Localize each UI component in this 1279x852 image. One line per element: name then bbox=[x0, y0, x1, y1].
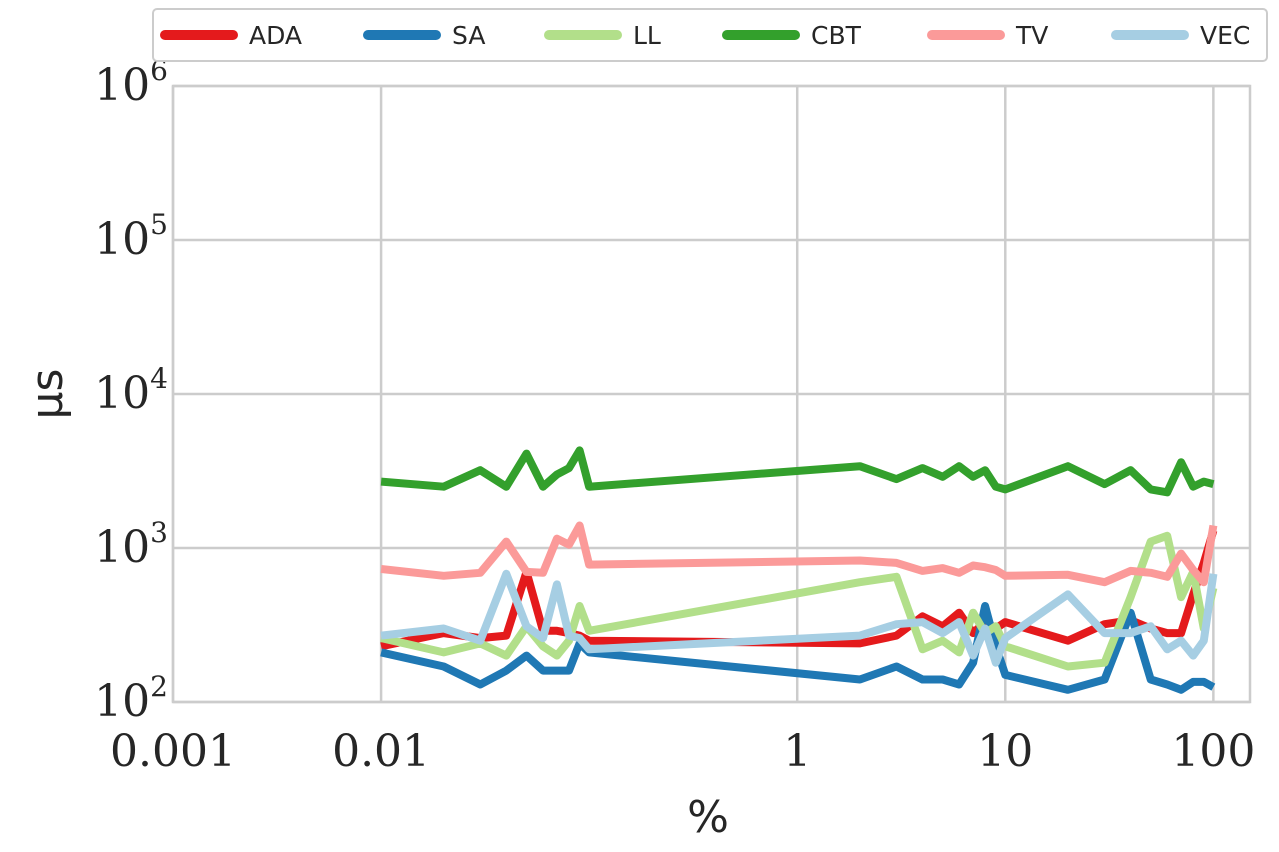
y-tick-exponent: 6 bbox=[150, 54, 168, 87]
y-tick-exponent: 4 bbox=[150, 362, 168, 395]
y-tick-exponent: 2 bbox=[150, 670, 168, 703]
series-line-vec bbox=[380, 569, 1218, 667]
x-tick-label: 0.01 bbox=[332, 726, 430, 777]
series-lines bbox=[380, 446, 1218, 694]
y-tick-base: 10 bbox=[94, 522, 150, 573]
x-axis-title: % bbox=[687, 792, 729, 843]
y-axis-title: μs bbox=[22, 369, 73, 420]
legend: ADA SA LL CBT TV VEC bbox=[152, 8, 1268, 62]
x-tick-label: 0.001 bbox=[110, 726, 236, 777]
y-tick-base: 10 bbox=[94, 368, 150, 419]
y-tick-label: 102 bbox=[94, 670, 168, 727]
y-tick-label: 106 bbox=[94, 54, 168, 111]
series-line-tv bbox=[380, 521, 1218, 587]
legend-label-sa: SA bbox=[452, 21, 485, 50]
x-tick-label: 10 bbox=[977, 726, 1033, 777]
legend-label-vec: VEC bbox=[1200, 21, 1250, 50]
legend-label-ll: LL bbox=[633, 21, 661, 50]
y-tick-base: 10 bbox=[94, 214, 150, 265]
y-tick-base: 10 bbox=[94, 676, 150, 727]
legend-label-tv: TV bbox=[1015, 21, 1048, 50]
y-tick-exponent: 5 bbox=[150, 208, 168, 241]
plot-frame bbox=[171, 84, 1252, 704]
legend-label-ada: ADA bbox=[249, 21, 302, 50]
x-tick-label: 1 bbox=[783, 726, 811, 777]
y-tick-base: 10 bbox=[94, 60, 150, 111]
series-line-cbt bbox=[380, 446, 1215, 497]
legend-box bbox=[152, 8, 1268, 62]
legend-label-cbt: CBT bbox=[811, 21, 862, 50]
y-tick-exponent: 3 bbox=[150, 516, 168, 549]
y-tick-label: 103 bbox=[94, 516, 168, 573]
y-tick-label: 104 bbox=[94, 362, 168, 419]
y-tick-label: 105 bbox=[94, 208, 168, 265]
x-tick-labels: 0.001 0.01 1 10 100 bbox=[110, 726, 1255, 777]
series-line-ada bbox=[380, 529, 1218, 651]
x-tick-label: 100 bbox=[1171, 726, 1255, 777]
series-line-sa bbox=[380, 602, 1216, 694]
